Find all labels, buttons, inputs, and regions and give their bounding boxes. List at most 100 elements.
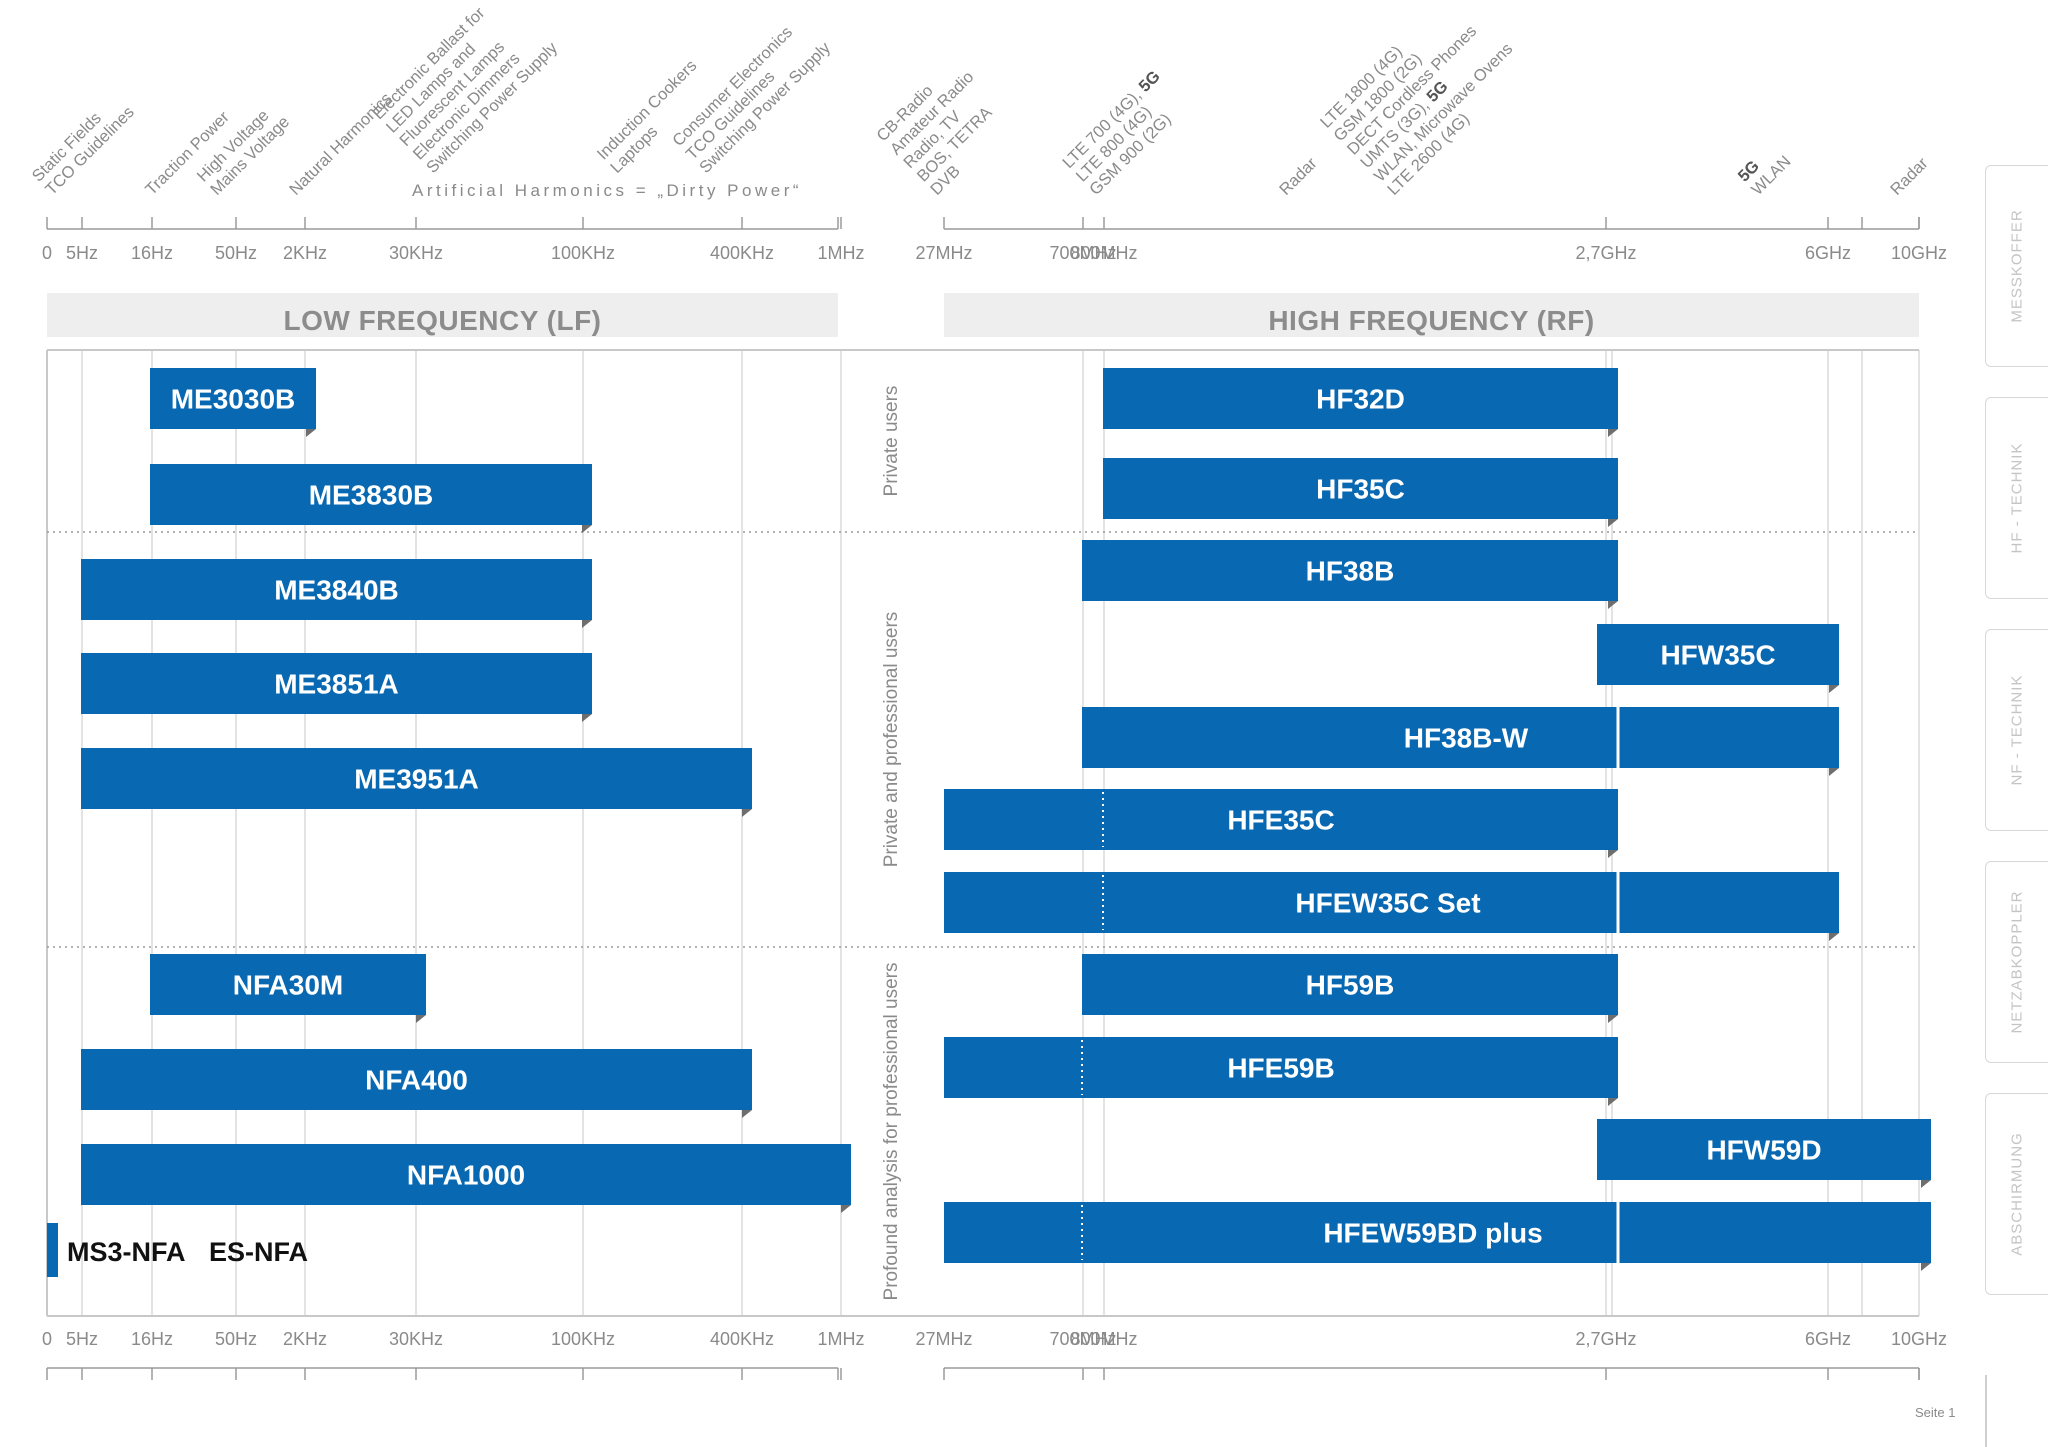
product-bar: ME3030B [150,368,316,437]
axis-tick-label: 100KHz [551,243,615,263]
axis-tick-label: 5Hz [66,243,98,263]
product-bar: HFW35C [1597,624,1839,693]
bar-shadow-corner [1608,1098,1618,1106]
application-label-group: Radar [1276,154,1321,199]
group-label: Private and professional users [881,612,902,868]
group-label: Profound analysis for professional users [881,963,902,1301]
side-tab-messkoffer[interactable]: MESSKOFFER [1985,165,2048,367]
bar-label: HF35C [1316,474,1405,505]
bar-label: HF59B [1306,970,1395,1001]
bar-shadow-corner [1829,933,1839,941]
axis-tick-label: 700MHz [1049,1329,1116,1349]
product-bar: ME3840B [81,559,592,628]
axis-tick-label: 50Hz [215,1329,257,1349]
application-label: Radar [1276,154,1321,199]
side-tab-nf-technik[interactable]: NF - TECHNIK [1985,629,2048,831]
application-label-group: LTE 1800 (4G)GSM 1800 (2G)DECT Cordless … [1317,22,1516,199]
side-tab-label: MESSKOFFER [2008,209,2026,323]
side-tab-strip: MESSKOFFER HF - TECHNIK NF - TECHNIK NET… [1985,0,2048,1447]
axis-tick-label: 1MHz [817,1329,864,1349]
application-label: Radar [1887,154,1932,199]
bar-shadow-corner [1829,685,1839,693]
group-label: Private users [881,386,902,497]
bar-rect [150,464,592,525]
bar-label: HFE59B [1227,1053,1334,1084]
bar-label: ME3851A [274,669,399,700]
product-bar: NFA30M [150,954,426,1023]
product-bar: NFA400 [81,1049,752,1118]
axis-tick-label: 5Hz [66,1329,98,1349]
axis-tick-label: 400KHz [710,1329,774,1349]
side-tab-abschirmung[interactable]: ABSCHIRMUNG [1985,1093,2048,1295]
bar-rect [150,954,426,1015]
bar-shadow-corner [416,1015,426,1023]
bar-shadow-corner [742,1110,752,1118]
bar-label: HF38B [1306,556,1395,587]
bar-shadow-corner [1921,1263,1931,1271]
extra-item-label: ES-NFA [209,1237,308,1267]
bar-rect [944,872,1839,933]
bar-rect [81,748,752,809]
side-tab-netzabkoppler[interactable]: NETZABKOPPLER [1985,861,2048,1063]
axis-tick-label: 2,7GHz [1575,1329,1636,1349]
bar-label: NFA30M [233,970,343,1001]
axis-tick-label: 6GHz [1805,1329,1851,1349]
footer-divider [1985,1375,1987,1447]
bar-shadow-corner [306,429,316,437]
bar-label: ME3830B [309,480,434,511]
product-bar: HF32D [1103,368,1618,437]
bar-rect [1103,458,1618,519]
axis-tick-label: 10GHz [1891,243,1947,263]
side-tab-hf-technik[interactable]: HF - TECHNIK [1985,397,2048,599]
product-bar: HF35C [1103,458,1618,527]
product-bar: HF38B-W [1082,707,1839,776]
bar-shadow-corner [1608,429,1618,437]
bar-label: HF32D [1316,384,1405,415]
section-title: HIGH FREQUENCY (RF) [1268,305,1594,336]
product-bar: NFA1000 [81,1144,851,1213]
bar-shadow-corner [1608,601,1618,609]
bar-rect [1597,624,1839,685]
product-bar: ME3951A [81,748,752,817]
bar-rect [1103,368,1618,429]
application-label-group: Radar [1887,154,1932,199]
bar-label: ME3840B [274,575,399,606]
axis-tick-label: 800MHz [1070,1329,1137,1349]
section-title: LOW FREQUENCY (LF) [283,305,601,336]
axis-tick-label: 800MHz [1070,243,1137,263]
bar-rect [81,653,592,714]
bar-rect [944,1037,1618,1098]
axis-tick-label: 1MHz [817,243,864,263]
bar-rect [81,1049,752,1110]
bar-shadow-corner [1608,850,1618,858]
section-header-band [47,293,838,337]
axis-tick-label: 100KHz [551,1329,615,1349]
bar-label: ME3951A [354,764,479,795]
bar-rect [1082,954,1618,1015]
section-header-band [944,293,1919,337]
axis-tick-label: 2,7GHz [1575,243,1636,263]
bar-label: NFA1000 [407,1160,525,1191]
side-tab-label: NF - TECHNIK [2008,674,2026,786]
bar-rect [944,789,1618,850]
bar-shadow-corner [1608,1015,1618,1023]
bar-rect [81,559,592,620]
product-bar: ME3830B [150,464,592,533]
axis-tick-label: 700MHz [1049,243,1116,263]
axis-tick-label: 10GHz [1891,1329,1947,1349]
axis-tick-label: 30KHz [389,1329,443,1349]
product-bar: HFW59D [1597,1119,1931,1188]
bar-label: HFEW35C Set [1295,888,1480,919]
product-bar: HFE59B [944,1037,1618,1106]
bar-shadow-corner [1921,1180,1931,1188]
side-tab-label: ABSCHIRMUNG [2008,1132,2026,1256]
extra-item-label: MS3-NFA [67,1237,186,1267]
bar-label: NFA400 [365,1065,468,1096]
page-number: Seite 1 [1915,1405,1956,1420]
